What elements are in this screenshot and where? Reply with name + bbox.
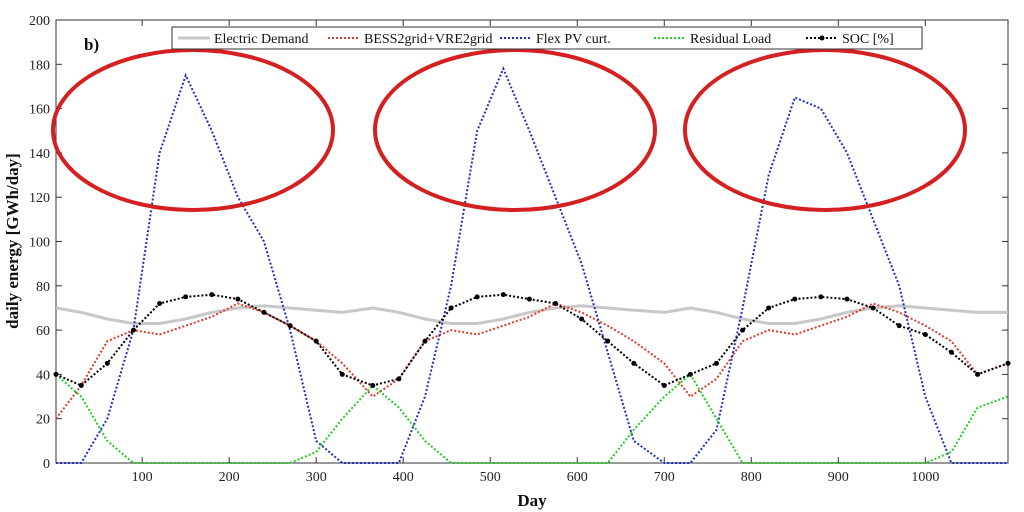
series-point	[1005, 360, 1011, 366]
series-point	[792, 296, 798, 302]
x-tick-label: 700	[654, 470, 675, 485]
highlight-ellipse	[51, 48, 335, 212]
x-axis-title: Day	[517, 491, 547, 510]
series-point	[896, 323, 902, 329]
y-tick-label: 60	[36, 324, 50, 339]
series-point	[448, 305, 454, 311]
series-point	[631, 360, 637, 366]
plot-frame	[55, 19, 1009, 464]
series-point	[339, 371, 345, 377]
series-point	[552, 301, 558, 307]
series-point	[313, 338, 319, 344]
highlight-ellipse	[683, 48, 967, 212]
series-point	[209, 292, 215, 298]
series-line	[55, 372, 1009, 464]
y-axis-ticks: 0 20 40 60 80 100 120 140 160 180 200	[29, 14, 1008, 472]
series-point	[948, 349, 954, 355]
series-point	[844, 296, 850, 302]
legend-label: Electric Demand	[214, 32, 308, 47]
series-point	[183, 294, 189, 300]
series-point	[157, 301, 163, 307]
series-point	[526, 296, 532, 302]
series-point	[396, 376, 402, 382]
legend-marker	[819, 35, 825, 41]
series-point	[104, 360, 110, 366]
series-point	[766, 305, 772, 311]
series-point	[235, 296, 241, 302]
y-tick-label: 100	[29, 236, 50, 251]
annotation-layer	[51, 48, 967, 212]
legend-label: SOC [%]	[842, 32, 894, 47]
y-tick-label: 120	[29, 191, 50, 206]
series-point	[474, 294, 480, 300]
series-point	[370, 382, 376, 388]
series-layer	[53, 66, 1011, 464]
panel-label: b)	[84, 35, 99, 54]
series-point	[922, 332, 928, 338]
series-point	[605, 338, 611, 344]
series-point	[975, 371, 981, 377]
x-tick-label: 400	[393, 470, 414, 485]
series-point	[661, 382, 667, 388]
x-tick-label: 100	[132, 470, 153, 485]
series-point	[261, 309, 267, 315]
y-tick-label: 20	[36, 413, 50, 428]
series-point	[78, 382, 84, 388]
legend: Electric Demand BESS2grid+VRE2grid Flex PV…	[171, 26, 923, 50]
series-point	[687, 371, 693, 377]
x-tick-label: 1000	[911, 470, 939, 485]
y-tick-label: 200	[29, 14, 50, 29]
series-point	[818, 294, 824, 300]
y-tick-label: 0	[43, 457, 50, 472]
legend-box	[171, 26, 923, 50]
y-tick-label: 180	[29, 58, 50, 73]
series-line	[55, 304, 1008, 325]
highlight-ellipse	[373, 48, 657, 212]
series-point	[287, 323, 293, 329]
series-point	[130, 327, 136, 333]
series-point	[500, 292, 506, 298]
series-point	[740, 327, 746, 333]
y-tick-label: 40	[36, 368, 50, 383]
x-axis-ticks: 100 200 300 400 500 600 700 800 900 1000	[132, 20, 939, 485]
y-axis-title: daily energy [GWh/day]	[3, 153, 22, 329]
y-tick-label: 80	[36, 280, 50, 295]
legend-label: Flex PV curt.	[536, 32, 611, 47]
legend-label: Residual Load	[690, 32, 771, 47]
series-point	[422, 338, 428, 344]
y-tick-label: 160	[29, 103, 50, 118]
series-point	[870, 305, 876, 311]
series-point	[713, 360, 719, 366]
y-tick-label: 140	[29, 147, 50, 162]
x-tick-label: 600	[567, 470, 588, 485]
x-tick-label: 500	[480, 470, 501, 485]
series-point	[53, 371, 59, 377]
x-tick-label: 900	[828, 470, 849, 485]
legend-label: BESS2grid+VRE2grid	[364, 32, 492, 47]
series-point	[579, 316, 585, 322]
x-tick-label: 300	[306, 470, 327, 485]
x-tick-label: 800	[741, 470, 762, 485]
x-tick-label: 200	[219, 470, 240, 485]
